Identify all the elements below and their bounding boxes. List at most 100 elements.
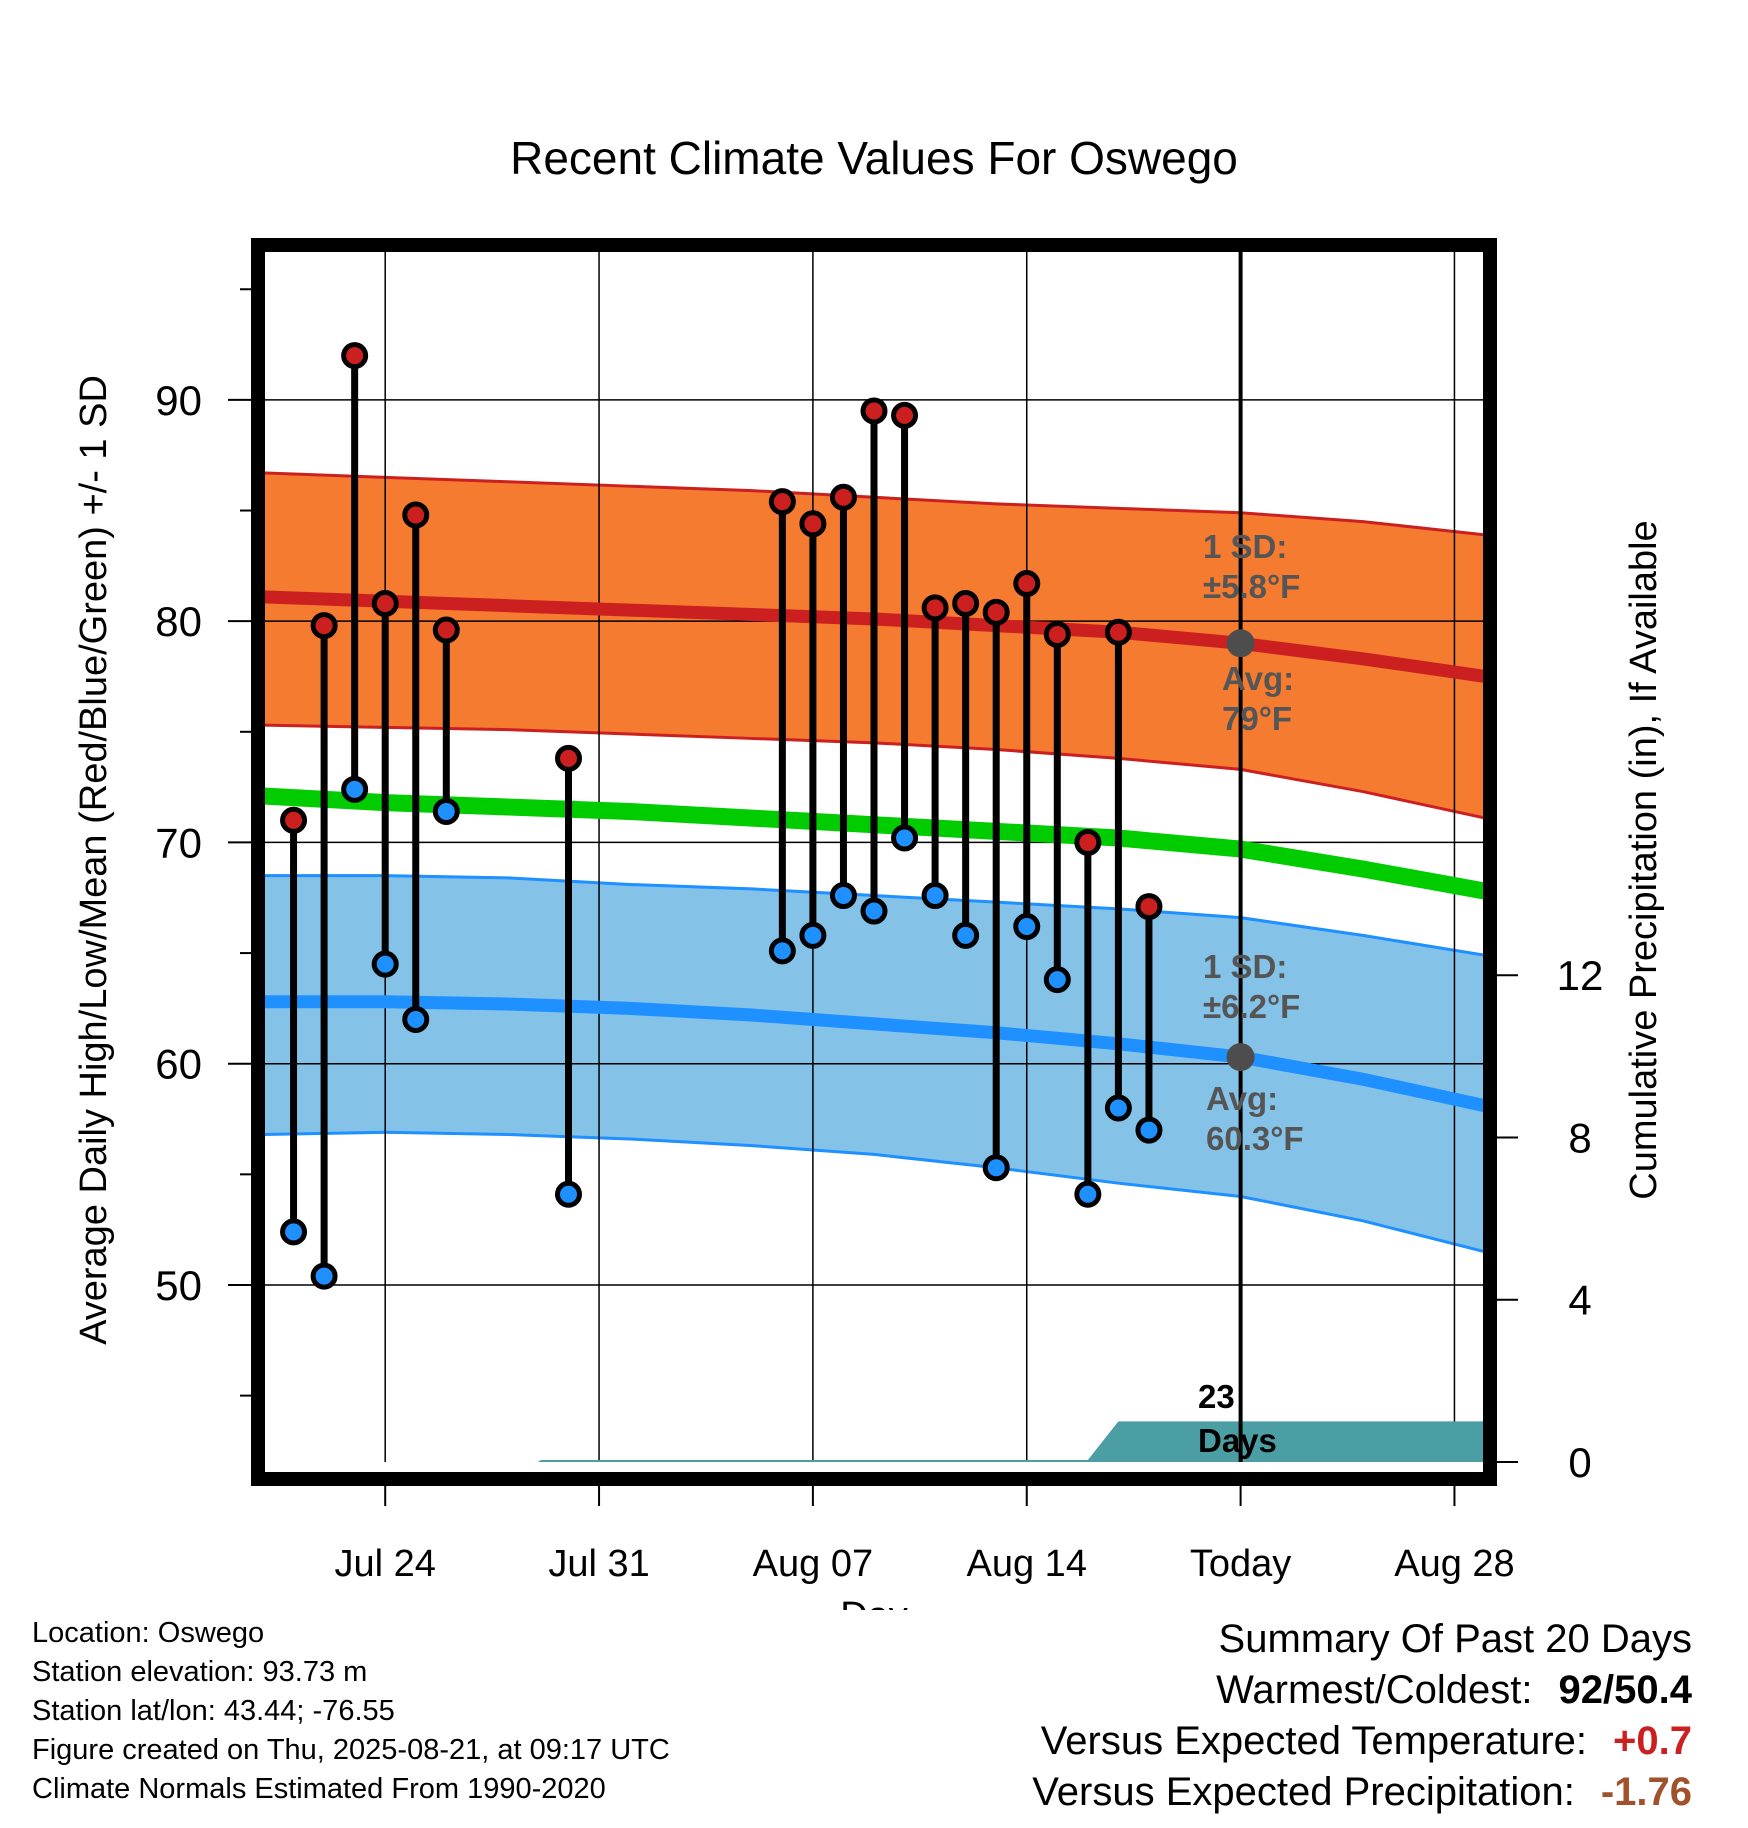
low-point xyxy=(280,1218,308,1246)
low-point xyxy=(402,1005,430,1033)
summary-heading-text: Summary Of Past 20 Days xyxy=(1218,1617,1692,1661)
low-point xyxy=(860,897,888,925)
low-point xyxy=(891,824,919,852)
y2-tick-label: 0 xyxy=(1568,1439,1591,1486)
high-point xyxy=(371,589,399,617)
info-latlon: Station lat/lon: 43.44; -76.55 xyxy=(32,1695,395,1727)
low-point xyxy=(371,950,399,978)
high-point xyxy=(921,594,949,622)
info-elevation: Station elevation: 93.73 m xyxy=(32,1656,368,1688)
temp-value: +0.7 xyxy=(1613,1719,1692,1763)
y-tick-label: 70 xyxy=(155,819,202,866)
precipitation-area xyxy=(263,1421,1485,1462)
station-info: Location: Oswego Station elevation: 93.7… xyxy=(32,1614,670,1809)
high-sd-value: ±5.8°F xyxy=(1203,568,1300,605)
info-location: Location: Oswego xyxy=(32,1617,265,1649)
high-point xyxy=(829,483,857,511)
x-tick-label: Aug 28 xyxy=(1394,1543,1514,1585)
today-average-dots xyxy=(1226,629,1255,1072)
high-point xyxy=(982,598,1010,626)
low-point xyxy=(768,937,796,965)
low-sd-value: ±6.2°F xyxy=(1203,988,1300,1025)
high-sd-label: 1 SD: xyxy=(1203,528,1287,565)
low-sd-label: 1 SD: xyxy=(1203,948,1287,985)
warmest-value: 92/50.4 xyxy=(1558,1668,1692,1712)
y-tick-label: 50 xyxy=(155,1262,202,1309)
low-band-lower-edge xyxy=(263,1130,1485,1254)
high-avg-value: 79°F xyxy=(1222,700,1292,737)
low-point xyxy=(799,921,827,949)
low-point xyxy=(829,882,857,910)
y-axis-ticks: 50 60 70 80 90 xyxy=(155,288,252,1397)
low-point xyxy=(1074,1180,1102,1208)
high-point xyxy=(280,806,308,834)
summary-panel: Summary Of Past 20 Days Warmest/Coldest:… xyxy=(1032,1614,1692,1818)
low-point xyxy=(310,1262,338,1290)
high-point xyxy=(952,589,980,617)
low-point xyxy=(1104,1094,1132,1122)
days-label: Days xyxy=(1198,1422,1277,1459)
high-point xyxy=(1074,828,1102,856)
x-tick-label: Aug 07 xyxy=(753,1543,873,1585)
summary-temp-row: Versus Expected Temperature: +0.7 xyxy=(1032,1716,1692,1767)
x-tick-label: Jul 31 xyxy=(548,1543,649,1585)
info-created: Figure created on Thu, 2025-08-21, at 09… xyxy=(32,1734,670,1766)
summary-heading: Summary Of Past 20 Days xyxy=(1032,1614,1692,1665)
low-points xyxy=(280,775,1163,1290)
warmest-label: Warmest/Coldest: xyxy=(1216,1668,1533,1712)
low-point xyxy=(341,775,369,803)
summary-warmest-row: Warmest/Coldest: 92/50.4 xyxy=(1032,1665,1692,1716)
high-point xyxy=(1013,570,1041,598)
high-point xyxy=(1104,618,1132,646)
low-point xyxy=(1135,1116,1163,1144)
high-point xyxy=(1135,893,1163,921)
high-point xyxy=(891,401,919,429)
temp-label: Versus Expected Temperature: xyxy=(1040,1719,1588,1763)
y-tick-label: 80 xyxy=(155,598,202,645)
daily-stems xyxy=(290,355,1153,1277)
y-axis-label: Average Daily High/Low/Mean (Red/Blue/Gr… xyxy=(73,375,115,1345)
summary-precip-row: Versus Expected Precipitation: -1.76 xyxy=(1032,1767,1692,1818)
high-point xyxy=(432,616,460,644)
low-point xyxy=(921,882,949,910)
low-point xyxy=(1013,913,1041,941)
y2-axis-label: Cumulative Precipitation (in), If Availa… xyxy=(1623,520,1665,1199)
precip-value: -1.76 xyxy=(1600,1770,1692,1814)
low-point xyxy=(952,921,980,949)
y2-tick-label: 8 xyxy=(1568,1114,1591,1161)
x-tick-label: Today xyxy=(1190,1543,1291,1585)
y2-tick-label: 12 xyxy=(1557,952,1604,999)
precipitation-fill xyxy=(263,1421,1485,1462)
low-point xyxy=(982,1154,1010,1182)
y-tick-label: 60 xyxy=(155,1041,202,1088)
x-axis-ticks: Jul 24 Jul 31 Aug 07 Aug 14 Today Aug 28 xyxy=(334,1486,1515,1585)
x-tick-label: Jul 24 xyxy=(334,1543,435,1585)
climate-chart: Recent Climate Values For Oswego 1 SD: ±… xyxy=(73,132,1665,1610)
low-point xyxy=(1043,966,1071,994)
y2-tick-label: 4 xyxy=(1568,1277,1591,1324)
annotations: 1 SD: ±5.8°F Avg: 79°F 1 SD: ±6.2°F Avg:… xyxy=(1198,528,1304,1459)
today-high-avg-dot xyxy=(1226,629,1255,658)
low-avg-label: Avg: xyxy=(1206,1080,1278,1117)
y-tick-label: 90 xyxy=(155,377,202,424)
info-normals: Climate Normals Estimated From 1990-2020 xyxy=(32,1773,606,1805)
high-point xyxy=(799,510,827,538)
high-point xyxy=(310,612,338,640)
low-point xyxy=(432,797,460,825)
plot-frame xyxy=(251,238,1497,1486)
chart-title: Recent Climate Values For Oswego xyxy=(510,132,1238,184)
x-tick-label: Aug 14 xyxy=(967,1543,1087,1585)
low-normal-line xyxy=(263,995,1485,1113)
high-point xyxy=(341,342,369,370)
high-point xyxy=(860,397,888,425)
x-axis-label: Day xyxy=(840,1595,908,1610)
low-avg-value: 60.3°F xyxy=(1206,1120,1304,1157)
high-point xyxy=(555,744,582,772)
high-point xyxy=(768,488,796,516)
high-points xyxy=(280,342,1163,921)
low-point xyxy=(555,1180,582,1208)
high-avg-label: Avg: xyxy=(1222,660,1294,697)
high-point xyxy=(1043,620,1071,648)
y2-axis-ticks: 0 4 8 12 xyxy=(1497,952,1603,1486)
days-count: 23 xyxy=(1198,1378,1235,1415)
